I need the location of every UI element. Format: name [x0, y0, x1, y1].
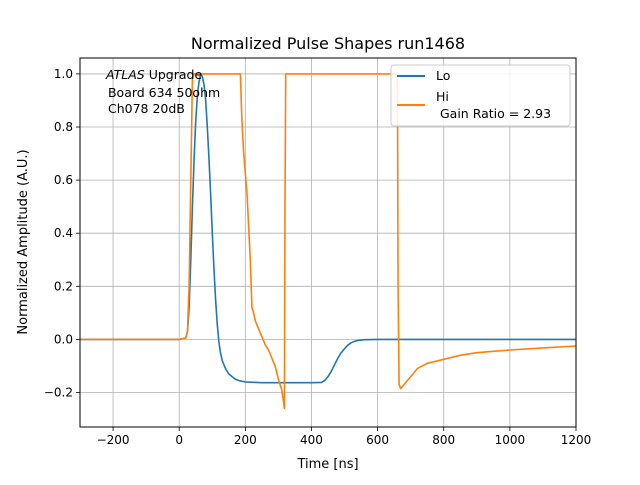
x-tick-label: 0 [175, 433, 183, 447]
x-tick-label: 400 [300, 433, 323, 447]
y-tick-label: 0.6 [54, 173, 73, 187]
annotation-line-3: Ch078 20dB [104, 101, 185, 116]
plot-frame [79, 57, 577, 428]
y-axis-label: Normalized Amplitude (A.U.) [16, 149, 31, 334]
annotation-atlas: ATLAS [105, 67, 145, 82]
annotation-upgrade: Upgrade [145, 67, 203, 82]
y-tick-label: 0.4 [54, 226, 73, 240]
chart-title: Normalized Pulse Shapes run1468 [191, 34, 465, 53]
x-tick-label: 1000 [495, 433, 526, 447]
annotation-line-1: ATLAS Upgrade [105, 67, 202, 82]
tick-layer: −200 0 200 400 600 800 1000 1200 −0.2 0.0 0.2 0.4 0.… [44, 67, 591, 447]
legend-label-lo: Lo [436, 68, 450, 83]
y-tick-label: 0.2 [54, 279, 73, 293]
annotation-line-2: Board 634 50ohm [104, 85, 220, 100]
annotation-block: ATLAS Upgrade Board 634 50ohm Ch078 20dB [104, 67, 220, 116]
legend-box [390, 64, 571, 127]
x-axis-label: Time [ns] [296, 457, 358, 472]
y-tick-label: 0.8 [54, 120, 73, 134]
y-tick-label: 1.0 [54, 67, 73, 81]
series-layer [80, 73, 577, 410]
x-tick-label: 200 [234, 433, 257, 447]
x-tick-label: 1200 [561, 433, 592, 447]
series-line-hi [80, 73, 577, 410]
x-tick-label: −200 [97, 433, 130, 447]
y-tick-label: 0.0 [54, 332, 73, 346]
x-tick-label: 800 [432, 433, 455, 447]
legend-label-hi: Hi [436, 89, 449, 104]
x-tick-label: 600 [366, 433, 389, 447]
legend-label-hi-gain-ratio: Gain Ratio = 2.93 [436, 106, 551, 121]
y-tick-label: −0.2 [44, 385, 73, 399]
legend: Lo Hi Gain Ratio = 2.93 [390, 64, 571, 127]
series-line-lo [80, 73, 576, 384]
